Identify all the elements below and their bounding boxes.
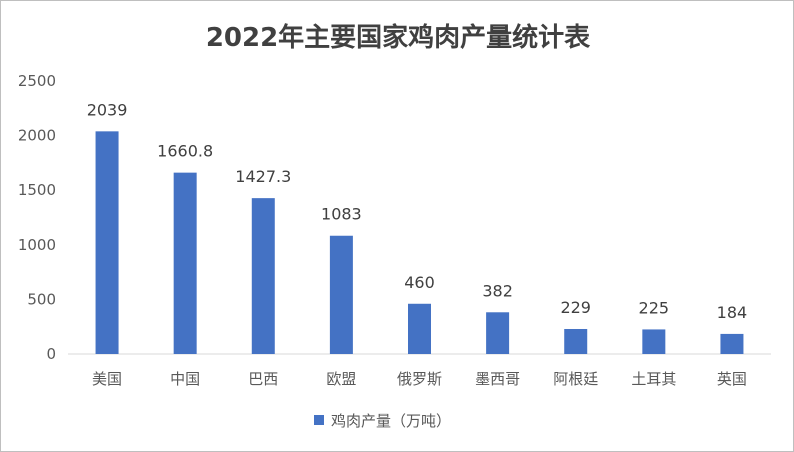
y-tick-label: 1000 xyxy=(18,236,56,254)
x-tick-label: 巴西 xyxy=(248,370,278,388)
x-tick-label: 中国 xyxy=(170,370,200,388)
y-tick-label: 0 xyxy=(46,345,56,363)
bar xyxy=(486,312,510,354)
bar xyxy=(564,328,588,354)
x-tick-label: 墨西哥 xyxy=(475,370,520,388)
chart-title: 2022年主要国家鸡肉产量统计表 xyxy=(206,22,591,53)
bar xyxy=(720,333,744,354)
y-axis: 0 500 1000 1500 2000 2500 xyxy=(18,72,56,363)
data-label: 1427.3 xyxy=(235,167,291,186)
x-tick-label: 土耳其 xyxy=(631,370,676,388)
data-label: 225 xyxy=(639,298,670,317)
y-tick-label: 1500 xyxy=(18,181,56,199)
x-axis: 美国 中国 巴西 欧盟 俄罗斯 墨西哥 阿根廷 土耳其 英国 xyxy=(92,370,747,388)
legend-label: 鸡肉产量（万吨） xyxy=(331,412,451,430)
data-labels: 2039 1660.8 1427.3 1083 460 382 229 225 184 xyxy=(87,100,748,322)
bar xyxy=(408,303,431,354)
x-tick-label: 俄罗斯 xyxy=(397,370,442,388)
bar xyxy=(173,172,197,354)
legend: 鸡肉产量（万吨） xyxy=(314,412,451,430)
data-label: 1083 xyxy=(321,205,362,224)
data-label: 1660.8 xyxy=(157,142,213,161)
legend-swatch xyxy=(314,415,324,425)
bar-series xyxy=(95,131,744,354)
x-tick-label: 英国 xyxy=(717,370,747,388)
data-label: 460 xyxy=(404,273,435,292)
x-tick-label: 美国 xyxy=(92,370,122,388)
x-tick-label: 阿根廷 xyxy=(553,370,598,388)
y-tick-label: 500 xyxy=(27,290,56,308)
bar xyxy=(329,235,353,354)
bar xyxy=(251,198,275,354)
data-label: 2039 xyxy=(87,100,128,119)
bar xyxy=(642,329,666,354)
data-label: 184 xyxy=(717,303,748,322)
y-tick-label: 2500 xyxy=(18,72,56,90)
y-tick-label: 2000 xyxy=(18,127,56,145)
data-label: 382 xyxy=(482,281,513,300)
x-tick-label: 欧盟 xyxy=(326,370,356,388)
data-label: 229 xyxy=(560,298,591,317)
bar xyxy=(95,131,119,354)
